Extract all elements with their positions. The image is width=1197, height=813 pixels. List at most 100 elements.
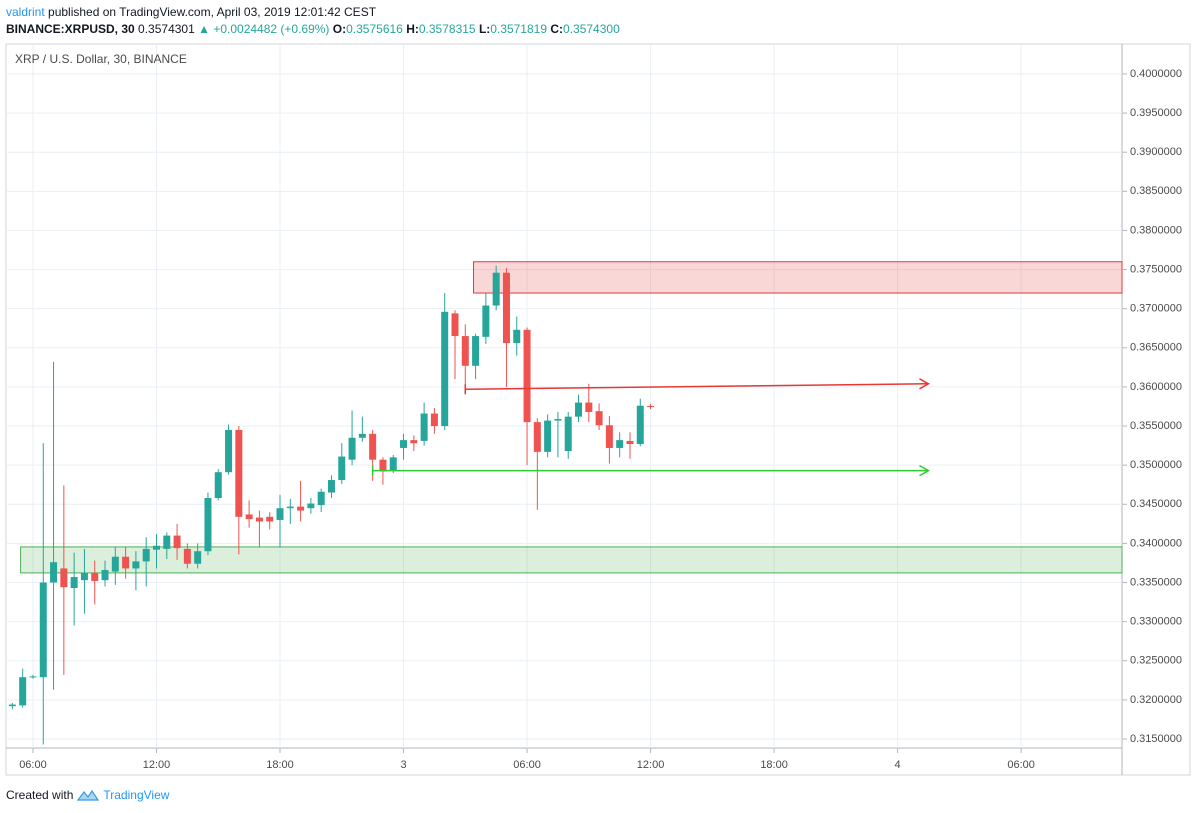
candle-body bbox=[502, 272, 510, 344]
candle-body bbox=[39, 582, 47, 678]
candle-body bbox=[420, 413, 428, 441]
zone bbox=[20, 546, 1123, 574]
ohlc-value: 0.3571819 bbox=[490, 22, 548, 36]
candle-body bbox=[544, 420, 552, 452]
candle-body bbox=[122, 556, 130, 569]
arrows bbox=[371, 378, 931, 477]
y-tick-label: 0.3300000 bbox=[1130, 616, 1182, 628]
candle-body bbox=[235, 429, 243, 517]
ohlc-value: 0.3574300 bbox=[563, 22, 620, 36]
candles bbox=[8, 265, 655, 745]
y-tick-label: 0.3600000 bbox=[1130, 381, 1182, 393]
candle-body bbox=[111, 556, 119, 572]
candle-body bbox=[482, 305, 490, 337]
ohlc-value: 0.3578315 bbox=[418, 22, 476, 36]
ohlc-label: L: bbox=[478, 22, 491, 36]
candle-body bbox=[430, 413, 438, 427]
y-tick-label: 0.3750000 bbox=[1130, 263, 1182, 275]
candle-body bbox=[214, 472, 222, 499]
x-tick-label: 06:00 bbox=[19, 759, 47, 771]
candle-body bbox=[173, 535, 181, 549]
candle-body bbox=[369, 433, 377, 460]
ohlc: O:0.3575616 H:0.3578315 L:0.3571819 C:0.… bbox=[333, 22, 620, 36]
candle-body bbox=[472, 336, 480, 366]
y-tick-label: 0.3550000 bbox=[1130, 420, 1182, 432]
candle-body bbox=[194, 551, 202, 564]
candle-body bbox=[60, 568, 68, 588]
y-tick-label: 0.3800000 bbox=[1130, 224, 1182, 236]
logo-icon bbox=[77, 789, 100, 801]
change: ▲ +0.0024482 (+0.69%) bbox=[198, 22, 330, 36]
candle-body bbox=[307, 503, 315, 509]
brand[interactable]: TradingView bbox=[103, 788, 170, 802]
ohlc-label: H: bbox=[406, 22, 419, 36]
x-tick-label: 06:00 bbox=[513, 759, 541, 771]
candle-body bbox=[492, 272, 500, 306]
y-tick-label: 0.3900000 bbox=[1130, 146, 1182, 158]
x-tick-label: 18:00 bbox=[760, 759, 788, 771]
candle-body bbox=[636, 405, 644, 445]
candle-body bbox=[379, 459, 387, 472]
x-tick-label: 4 bbox=[895, 759, 901, 771]
zone bbox=[473, 261, 1123, 294]
footer: Created with TradingView bbox=[6, 788, 169, 802]
y-tick-label: 0.3500000 bbox=[1130, 459, 1182, 471]
y-tick-label: 0.3150000 bbox=[1130, 733, 1182, 745]
candle-body bbox=[451, 313, 459, 337]
frame bbox=[5, 43, 1191, 776]
candle-body bbox=[626, 440, 634, 445]
grid bbox=[6, 44, 1122, 748]
candle-body bbox=[410, 440, 418, 444]
candle-body bbox=[647, 406, 655, 408]
y-tick-label: 0.4000000 bbox=[1130, 68, 1182, 80]
candle-body bbox=[183, 548, 191, 564]
candle-body bbox=[29, 676, 37, 678]
published: published on TradingView.com, April 03, … bbox=[48, 5, 377, 19]
candle-body bbox=[595, 411, 603, 426]
y-tick-label: 0.3950000 bbox=[1130, 107, 1182, 119]
candle-body bbox=[19, 677, 27, 706]
candle-body bbox=[80, 573, 88, 581]
candle-body bbox=[266, 516, 274, 522]
candle-body bbox=[101, 570, 109, 581]
candle-body bbox=[50, 562, 58, 583]
arrow-head bbox=[919, 378, 931, 390]
x-tick-label: 06:00 bbox=[1007, 759, 1035, 771]
chart-title: XRP / U.S. Dollar, 30, BINANCE bbox=[15, 52, 187, 66]
y-tick-label: 0.3200000 bbox=[1130, 694, 1182, 706]
candle-body bbox=[400, 440, 408, 448]
candle-body bbox=[225, 429, 233, 473]
ohlc-value: 0.3575616 bbox=[346, 22, 403, 36]
candle-body bbox=[163, 535, 171, 549]
candle-body bbox=[70, 577, 78, 588]
y-tick-label: 0.3700000 bbox=[1130, 303, 1182, 315]
candle-body bbox=[204, 498, 212, 552]
candle-body bbox=[461, 336, 469, 366]
y-tick-label: 0.3850000 bbox=[1130, 185, 1182, 197]
candle-body bbox=[523, 329, 531, 423]
candle-body bbox=[358, 433, 366, 438]
y-tick-label: 0.3250000 bbox=[1130, 655, 1182, 667]
candle-body bbox=[605, 425, 613, 448]
candle-body bbox=[389, 457, 397, 471]
candle-body bbox=[132, 561, 140, 569]
candle-body bbox=[142, 548, 150, 562]
candle-body bbox=[255, 517, 263, 522]
candle-body bbox=[276, 508, 284, 520]
candle-body bbox=[297, 506, 305, 511]
candle-body bbox=[533, 422, 541, 452]
x-tick-label: 12:00 bbox=[637, 759, 665, 771]
candle-body bbox=[91, 573, 99, 581]
arrow-head bbox=[919, 464, 931, 477]
header-line: valdrint published on TradingView.com, A… bbox=[6, 5, 376, 19]
candle-body bbox=[441, 311, 449, 427]
candle-body bbox=[564, 416, 572, 452]
ohlc-label: C: bbox=[550, 22, 564, 36]
candle-body bbox=[245, 514, 253, 520]
author[interactable]: valdrint bbox=[6, 5, 45, 19]
arrow-line bbox=[465, 383, 929, 391]
candle-body bbox=[152, 545, 160, 550]
x-tick-label: 3 bbox=[400, 759, 406, 771]
x-tick-label: 12:00 bbox=[143, 759, 171, 771]
